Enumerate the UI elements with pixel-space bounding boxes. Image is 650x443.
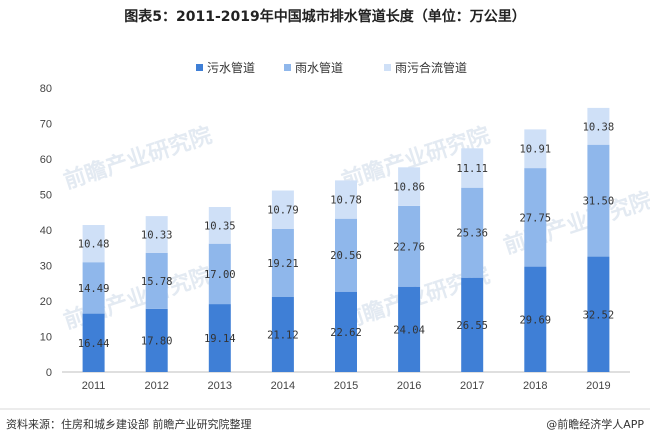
y-tick-label: 80: [40, 83, 52, 95]
data-label: 22.62: [330, 327, 362, 339]
chart-legend: 污水管道 雨水管道 雨污合流管道: [196, 60, 467, 75]
bar-segment: [82, 225, 105, 263]
x-tick-label: 2014: [271, 380, 295, 392]
data-label: 29.69: [519, 314, 551, 326]
data-label: 10.33: [141, 230, 173, 242]
data-label: 22.76: [393, 241, 425, 253]
bar-segment: [208, 304, 231, 372]
bar-segment: [271, 190, 294, 229]
bar-segment: [587, 107, 610, 145]
data-label: 15.78: [141, 276, 173, 288]
bar-segment: [587, 144, 610, 257]
data-label: 10.38: [583, 121, 615, 133]
y-tick-label: 70: [40, 119, 52, 131]
legend-label: 污水管道: [207, 60, 255, 75]
x-tick-label: 2011: [82, 380, 106, 392]
data-label: 27.75: [519, 212, 551, 224]
data-label: 17.80: [141, 335, 173, 347]
data-label: 10.86: [393, 182, 425, 194]
bar-segment: [398, 205, 421, 287]
legend-swatch: [196, 64, 203, 71]
data-label: 16.44: [78, 338, 110, 350]
data-label: 25.36: [456, 228, 488, 240]
bar-segment: [524, 266, 547, 372]
x-tick-label: 2018: [523, 380, 547, 392]
chart-title: 图表5：2011-2019年中国城市排水管道长度（单位：万公里）: [124, 8, 525, 25]
x-tick-label: 2015: [334, 380, 358, 392]
y-tick-label: 40: [40, 225, 52, 237]
data-label: 10.48: [78, 239, 110, 251]
source-note: 资料来源：住房和城乡建设部 前瞻产业研究院整理: [6, 417, 252, 431]
bar-segment: [398, 286, 421, 372]
data-label: 10.79: [267, 205, 299, 217]
x-tick-label: 2019: [586, 380, 610, 392]
bar-segment: [145, 216, 168, 253]
y-tick-label: 30: [40, 261, 52, 273]
y-tick-label: 50: [40, 190, 52, 202]
x-tick-label: 2017: [460, 380, 484, 392]
data-label: 10.78: [330, 195, 362, 207]
bar-segment: [82, 313, 105, 372]
legend-label: 雨水管道: [295, 60, 343, 75]
data-label: 26.55: [456, 320, 488, 332]
x-axis-ticks: 2011 2012 2013 2014 2015 2016 2017 2018 2019: [82, 380, 611, 392]
legend-swatch: [284, 64, 291, 71]
bar-segment: [461, 277, 484, 372]
data-label: 31.50: [583, 196, 615, 208]
bar-segment: [145, 308, 168, 372]
data-label: 20.56: [330, 250, 362, 262]
brand-signature[interactable]: @前瞻经济学人APP: [546, 417, 644, 431]
bar-segment: [587, 256, 610, 372]
bar-segment: [461, 148, 484, 188]
data-label: 11.11: [456, 163, 488, 175]
bar-segment: [208, 207, 231, 244]
bar-segment: [335, 291, 357, 372]
y-tick-label: 10: [40, 332, 52, 344]
watermark-text: 前瞻产业研究院: [61, 122, 216, 194]
bar-segment: [335, 180, 357, 219]
data-label: 10.91: [519, 144, 551, 156]
bar-segment: [145, 252, 168, 309]
x-tick-label: 2016: [397, 380, 421, 392]
legend-label: 雨污合流管道: [395, 60, 467, 75]
data-label: 19.21: [267, 258, 299, 270]
data-label: 32.52: [583, 309, 615, 321]
data-label: 10.35: [204, 220, 236, 232]
data-label: 14.49: [78, 283, 110, 295]
x-tick-label: 2013: [208, 380, 232, 392]
bar-segment: [398, 167, 421, 206]
y-axis-ticks: 0 10 20 30 40 50 60 70 80: [40, 83, 52, 379]
data-label: 19.14: [204, 333, 236, 345]
data-label: 21.12: [267, 330, 299, 342]
bar-segment: [208, 243, 231, 304]
bar-segment: [271, 297, 294, 372]
bar-segment: [524, 168, 547, 267]
data-label: 17.00: [204, 269, 236, 281]
legend-swatch: [384, 64, 391, 71]
bar-segment: [524, 129, 547, 169]
data-label-layer: 16.44 14.49 10.48 17.80 15.78 10.33 19.14 17.00…: [78, 121, 614, 349]
y-tick-label: 0: [46, 367, 52, 379]
bar-layer: [82, 107, 610, 372]
y-tick-label: 60: [40, 154, 52, 166]
bar-segment: [271, 228, 294, 297]
bar-segment: [335, 218, 357, 292]
bar-segment: [82, 262, 105, 314]
data-label: 24.04: [393, 324, 425, 336]
x-tick-label: 2012: [144, 380, 168, 392]
y-tick-label: 20: [40, 296, 52, 308]
bar-segment: [461, 187, 484, 278]
